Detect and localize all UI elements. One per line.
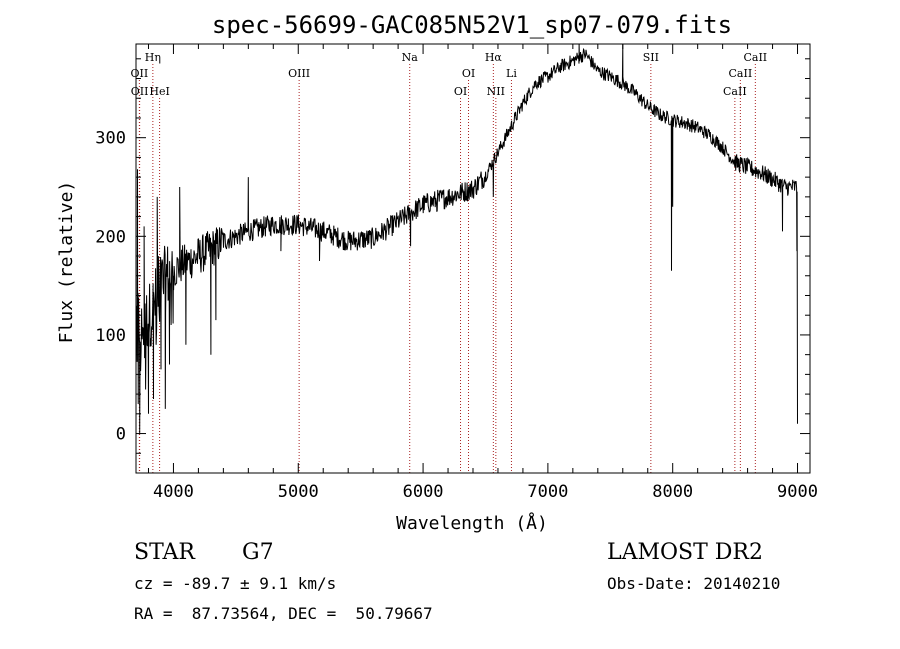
axis-ticks: 4000 5000 6000 7000 8000 9000 0 100 200 300 (95, 44, 818, 502)
spectral-line-label: HeI (149, 85, 169, 98)
x-tick-label: 6000 (403, 482, 444, 502)
spectral-line-label: CaII (743, 51, 767, 64)
spectral-line-label: CaII (723, 85, 747, 98)
y-axis-label: Flux (relative) (56, 181, 77, 344)
x-tick-label: 5000 (278, 482, 319, 502)
x-tick-label: 7000 (527, 482, 568, 502)
observation-date: Obs-Date: 20140210 (607, 574, 781, 593)
object-type: STAR (134, 540, 195, 565)
spectral-line-label: Li (506, 67, 517, 80)
x-tick-label: 4000 (153, 482, 194, 502)
spectrum-series (136, 43, 798, 434)
spectral-line-label: Hη (145, 51, 161, 64)
x-tick-label: 8000 (652, 482, 693, 502)
x-axis-label: Wavelength (Å) (396, 512, 548, 534)
y-tick-label: 300 (95, 129, 126, 149)
spectral-line-label: Na (402, 51, 419, 64)
spectral-line-label: OII (131, 85, 149, 98)
spectral-line-label: SII (643, 51, 659, 64)
spectral-line-label: OI (462, 67, 475, 80)
spectral-line-label: CaII (729, 67, 753, 80)
y-tick-label: 0 (116, 425, 126, 445)
y-tick-label: 100 (95, 326, 126, 346)
spectral-line-label: OII (131, 67, 149, 80)
plot-frame (135, 43, 811, 474)
spectral-line-label: OIII (288, 67, 310, 80)
x-tick-label: 9000 (777, 482, 818, 502)
spectral-line-label: Hα (485, 51, 503, 64)
object-subclass: G7 (242, 540, 274, 565)
chart-title: spec-56699-GAC085N52V1_sp07-079.fits (212, 11, 732, 39)
spectral-line-label: NII (487, 85, 505, 98)
y-tick-label: 200 (95, 227, 126, 247)
redshift-velocity: cz = -89.7 ± 9.1 km/s (134, 574, 337, 593)
spectral-line-label: OI (454, 85, 467, 98)
survey-name: LAMOST DR2 (607, 540, 763, 565)
coordinates: RA = 87.73564, DEC = 50.79667 (134, 604, 433, 623)
spectrum-line (136, 43, 798, 434)
